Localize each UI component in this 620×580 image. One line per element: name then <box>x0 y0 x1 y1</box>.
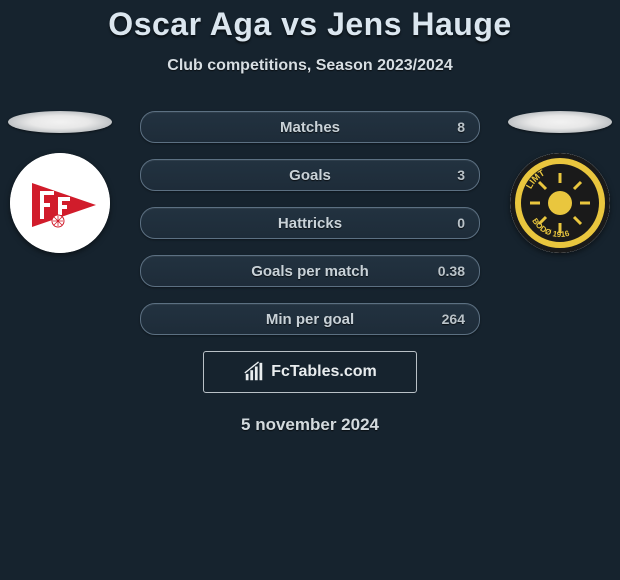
stat-value: 0 <box>457 208 465 238</box>
left-column <box>0 111 120 253</box>
stat-label: Goals <box>289 167 331 184</box>
stat-row: Goals per match 0.38 <box>140 255 480 287</box>
stat-row: Min per goal 264 <box>140 303 480 335</box>
branding-text: FcTables.com <box>271 363 377 381</box>
stat-value: 3 <box>457 160 465 190</box>
stat-value: 8 <box>457 112 465 142</box>
left-ellipse <box>8 111 112 133</box>
stat-label: Goals per match <box>251 263 369 280</box>
stat-row: Goals 3 <box>140 159 480 191</box>
content-area: LIMT BODØ 1916 Matches 8 Goals 3 H <box>0 111 620 435</box>
fredrikstad-crest-icon <box>10 153 110 253</box>
stats-list: Matches 8 Goals 3 Hattricks 0 Goals per … <box>140 111 480 335</box>
right-column: LIMT BODØ 1916 <box>500 111 620 253</box>
stat-value: 264 <box>442 304 465 334</box>
branding-link[interactable]: FcTables.com <box>203 351 417 393</box>
stat-value: 0.38 <box>438 256 465 286</box>
stat-row: Hattricks 0 <box>140 207 480 239</box>
stat-label: Matches <box>280 119 340 136</box>
right-ellipse <box>508 111 612 133</box>
stat-label: Hattricks <box>278 215 342 232</box>
page-title: Oscar Aga vs Jens Hauge <box>0 0 620 43</box>
stat-label: Min per goal <box>266 311 354 328</box>
date-text: 5 november 2024 <box>0 415 620 435</box>
left-team-crest <box>10 153 110 253</box>
bodo-glimt-crest-icon: LIMT BODØ 1916 <box>510 153 610 253</box>
right-team-crest: LIMT BODØ 1916 <box>510 153 610 253</box>
chart-icon <box>243 361 265 383</box>
subtitle: Club competitions, Season 2023/2024 <box>0 57 620 75</box>
comparison-card: Oscar Aga vs Jens Hauge Club competition… <box>0 0 620 580</box>
stat-row: Matches 8 <box>140 111 480 143</box>
